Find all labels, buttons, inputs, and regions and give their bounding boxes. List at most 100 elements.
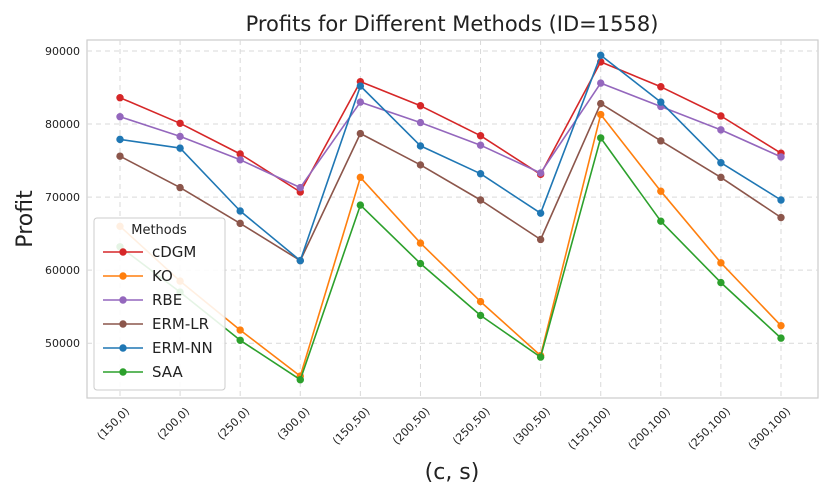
legend-marker (119, 320, 127, 328)
legend-title: Methods (131, 223, 187, 238)
data-point (717, 112, 725, 120)
data-point (536, 169, 545, 177)
data-point (116, 135, 124, 144)
y-axis-ticks: 50000 60000 70000 80000 90000 (45, 45, 80, 350)
series-rbe (116, 79, 785, 192)
data-point (116, 152, 124, 160)
legend-box (93, 217, 226, 391)
legend-items: cDGM KO RBE ERM-LR ERM-NN SAA (103, 243, 213, 381)
data-point (717, 159, 725, 167)
data-point (597, 99, 605, 108)
data-point (176, 144, 184, 152)
legend-item: RBE (103, 291, 182, 309)
data-point (416, 102, 425, 110)
data-point (416, 142, 425, 150)
x-tick-label: (150,50) (330, 405, 372, 447)
legend-label: ERM-NN (152, 339, 213, 357)
data-point (356, 173, 365, 182)
data-point (717, 126, 725, 134)
data-point (176, 119, 184, 127)
data-point (476, 297, 485, 306)
x-tick-label: (300,50) (510, 405, 552, 447)
series-line (119, 54, 782, 262)
series-line (119, 61, 782, 193)
data-point (597, 134, 605, 142)
x-tick-label: (200,100) (626, 405, 673, 452)
x-tick-label: (300,0) (275, 405, 313, 443)
data-point (356, 129, 365, 138)
x-tick-label: (300,100) (746, 405, 793, 452)
legend-item: cDGM (103, 243, 196, 261)
legend-marker (119, 344, 127, 352)
data-point (236, 207, 244, 215)
legend-marker (119, 368, 127, 376)
data-point (597, 51, 605, 60)
data-point (296, 256, 304, 265)
data-point (777, 334, 785, 342)
data-point (416, 239, 425, 247)
legend-label: cDGM (152, 243, 196, 261)
x-tick-label: (200,50) (390, 405, 432, 447)
x-tick-label: (250,50) (450, 405, 492, 447)
data-point (536, 353, 545, 361)
data-point (657, 83, 665, 91)
x-tick-label: (150,100) (565, 405, 612, 452)
x-tick-label: (250,0) (215, 405, 253, 443)
legend-item: KO (103, 267, 173, 285)
data-point (176, 132, 184, 141)
x-tick-label: (200,0) (155, 405, 193, 443)
data-point (236, 326, 244, 334)
data-point (116, 113, 124, 121)
series-lines (116, 51, 785, 384)
series-erm-nn (116, 51, 785, 265)
data-point (476, 196, 485, 204)
data-point (777, 196, 785, 204)
legend-label: ERM-LR (152, 315, 209, 333)
data-point (296, 376, 304, 384)
y-tick-label: 50000 (45, 337, 80, 350)
data-point (476, 132, 485, 140)
data-point (296, 183, 304, 192)
y-axis-label: Profit (13, 190, 38, 248)
data-point (536, 209, 545, 217)
x-axis-label: (c, s) (425, 460, 480, 485)
data-point (416, 118, 425, 127)
chart-title: Profits for Different Methods (ID=1558) (246, 12, 659, 36)
data-point (356, 201, 365, 209)
data-point (657, 137, 665, 145)
x-tick-label: (250,100) (686, 405, 733, 452)
data-point (356, 98, 365, 106)
data-point (717, 173, 725, 182)
data-point (657, 98, 665, 106)
y-tick-label: 90000 (45, 45, 80, 58)
x-axis-ticks: (150,0) (200,0) (250,0) (300,0) (150,50) (200… (95, 405, 794, 452)
data-point (116, 94, 124, 102)
series-line (119, 102, 782, 262)
plot-area (86, 39, 819, 399)
legend-label: RBE (152, 291, 182, 309)
series-saa (116, 134, 785, 384)
y-tick-label: 60000 (45, 264, 80, 277)
legend-label: SAA (152, 363, 183, 381)
data-point (416, 259, 425, 268)
data-point (236, 150, 244, 158)
series-line (119, 137, 782, 381)
legend-item: SAA (103, 363, 183, 381)
legend: Methods cDGM KO RBE ERM-LR ERM-NN SAA (93, 217, 226, 391)
data-point (236, 219, 244, 228)
data-point (476, 311, 485, 320)
data-point (777, 153, 785, 161)
series-line (119, 113, 782, 377)
legend-item: ERM-NN (103, 339, 213, 357)
legend-label: KO (152, 267, 173, 285)
legend-marker (119, 248, 127, 256)
data-point (717, 259, 725, 267)
data-point (657, 187, 665, 195)
y-tick-label: 80000 (45, 118, 80, 131)
y-tick-label: 70000 (45, 191, 80, 204)
series-line (119, 82, 782, 189)
x-tick-label: (150,0) (95, 405, 133, 443)
legend-marker (119, 272, 127, 280)
data-point (236, 156, 244, 164)
legend-marker (119, 296, 127, 304)
